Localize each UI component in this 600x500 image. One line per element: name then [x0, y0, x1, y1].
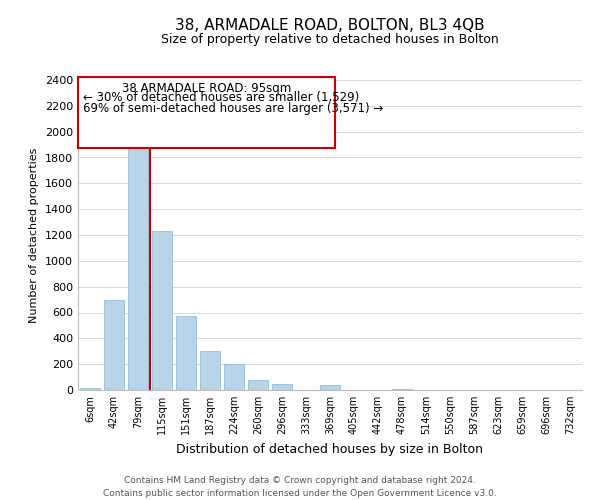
Bar: [224, 364, 244, 390]
Y-axis label: Number of detached properties: Number of detached properties: [29, 148, 40, 322]
Text: Contains HM Land Registry data © Crown copyright and database right 2024.
Contai: Contains HM Land Registry data © Crown c…: [103, 476, 497, 498]
Text: 38, ARMADALE ROAD, BOLTON, BL3 4QB: 38, ARMADALE ROAD, BOLTON, BL3 4QB: [175, 18, 485, 32]
Bar: [80, 388, 100, 390]
Bar: [392, 388, 412, 390]
Bar: [152, 231, 172, 390]
Bar: [128, 140, 148, 390]
Bar: [248, 380, 268, 390]
Text: Size of property relative to detached houses in Bolton: Size of property relative to detached ho…: [161, 32, 499, 46]
FancyBboxPatch shape: [78, 77, 335, 148]
Text: ← 30% of detached houses are smaller (1,529): ← 30% of detached houses are smaller (1,…: [83, 91, 359, 104]
Text: 69% of semi-detached houses are larger (3,571) →: 69% of semi-detached houses are larger (…: [83, 102, 383, 114]
Bar: [176, 316, 196, 390]
Bar: [272, 384, 292, 390]
Bar: [320, 386, 340, 390]
Text: 38 ARMADALE ROAD: 95sqm: 38 ARMADALE ROAD: 95sqm: [122, 82, 291, 94]
Bar: [104, 300, 124, 390]
X-axis label: Distribution of detached houses by size in Bolton: Distribution of detached houses by size …: [176, 442, 484, 456]
Bar: [200, 351, 220, 390]
